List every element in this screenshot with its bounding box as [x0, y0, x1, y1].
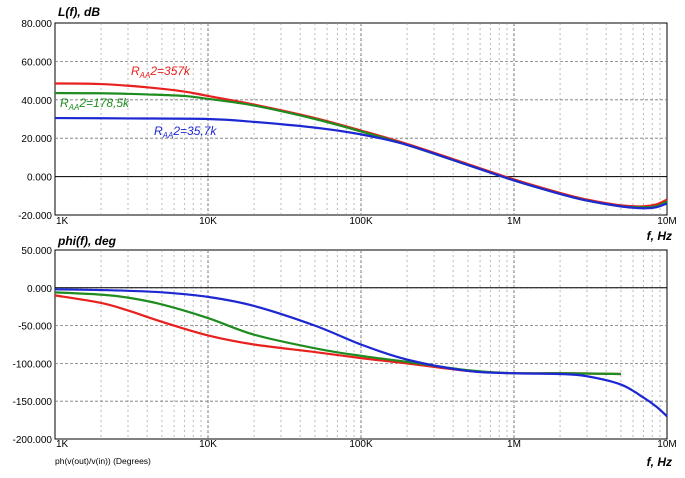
magnitude-x-tick-label: 100K — [349, 216, 373, 227]
phase-y-tick-label: -200.000 — [13, 435, 53, 446]
phase-x-tick-label: 1M — [507, 439, 521, 450]
phase-grid — [55, 250, 667, 439]
phase-y-tick-label: -150.000 — [13, 397, 53, 408]
magnitude-y-tick-label: 0.000 — [27, 173, 52, 184]
magnitude-x-ticks: 1K 10K 100K 1M 10M — [56, 216, 677, 227]
phase-y-tick-label: 50.000 — [21, 246, 52, 257]
phase-x-tick-label: 100K — [349, 439, 373, 450]
magnitude-y-tick-label: 40.000 — [21, 96, 52, 107]
magnitude-series-raa2-35-7k — [54, 116, 668, 210]
magnitude-x-tick-label: 1K — [56, 216, 69, 227]
phase-y-label: phi(f), deg — [57, 234, 117, 248]
phase-series — [54, 288, 668, 418]
magnitude-series — [54, 82, 668, 210]
svg-text:RAA2=178,5k: RAA2=178,5k — [60, 96, 130, 112]
phase-plot: 50.000 0.000 -50.000 -100.000 -150.000 -200.0… — [13, 234, 677, 469]
phase-trace-label: ph(v(out)/v(in)) (Degrees) — [55, 456, 151, 466]
magnitude-y-tick-label: 60.000 — [21, 57, 52, 68]
magnitude-y-ticks: 80.000 60.000 40.000 20.000 0.000 -20.000 — [18, 19, 52, 222]
legend-label-35k: RAA2=35,7k — [154, 124, 217, 140]
phase-y-tick-label: -50.000 — [18, 322, 52, 333]
legend-label-178k: RAA2=178,5k — [60, 96, 130, 112]
magnitude-y-tick-label: 20.000 — [21, 134, 52, 145]
phase-series-raa2-35-7k — [54, 288, 668, 418]
magnitude-y-label: L(f), dB — [58, 5, 100, 19]
phase-y-tick-label: -100.000 — [13, 359, 53, 370]
phase-x-tick-label: 1K — [56, 439, 69, 450]
phase-x-tick-label: 10K — [199, 439, 217, 450]
magnitude-x-label: f, Hz — [647, 229, 672, 243]
phase-y-ticks: 50.000 0.000 -50.000 -100.000 -150.000 -200.0… — [13, 246, 53, 446]
phase-y-tick-label: 0.000 — [27, 284, 52, 295]
svg-text:RAA2=35,7k: RAA2=35,7k — [154, 124, 217, 140]
phase-x-label: f, Hz — [647, 455, 672, 469]
phase-x-ticks: 1K 10K 100K 1M 10M — [56, 439, 677, 450]
magnitude-x-tick-label: 10M — [657, 216, 676, 227]
magnitude-y-tick-label: 80.000 — [21, 19, 52, 30]
magnitude-x-tick-label: 1M — [507, 216, 521, 227]
phase-x-tick-label: 10M — [657, 439, 676, 450]
magnitude-y-tick-label: -20.000 — [18, 211, 52, 222]
magnitude-x-tick-label: 10K — [199, 216, 217, 227]
svg-text:RAA2=357k: RAA2=357k — [131, 64, 191, 80]
legend-label-357k: RAA2=357k — [131, 64, 191, 80]
